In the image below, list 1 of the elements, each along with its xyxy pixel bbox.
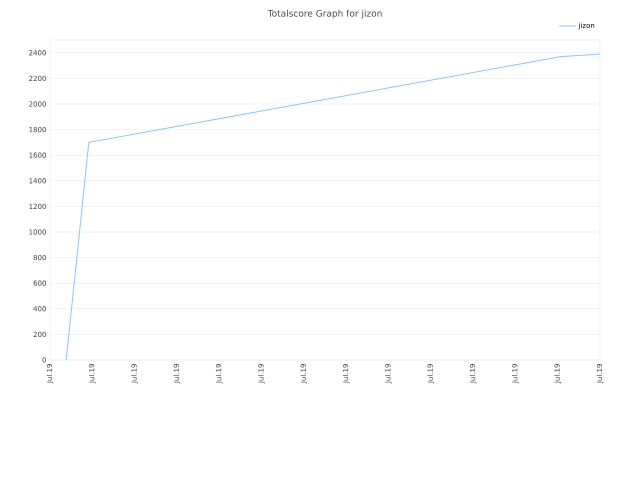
chart-title: Totalscore Graph for jizon <box>268 10 382 18</box>
